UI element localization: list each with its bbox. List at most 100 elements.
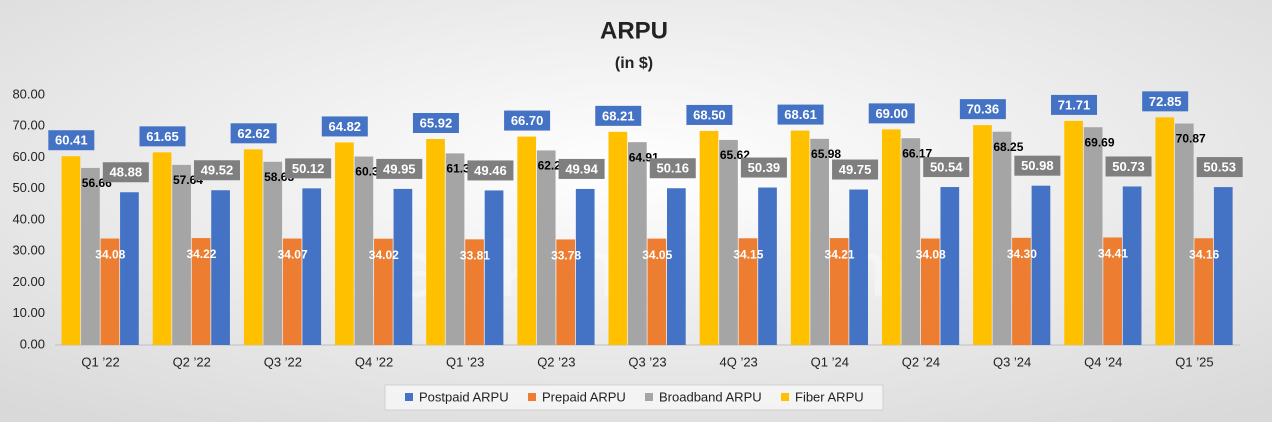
data-label: 70.36 bbox=[967, 102, 1000, 117]
data-label: 34.15 bbox=[733, 247, 763, 261]
data-label: 34.02 bbox=[369, 248, 399, 262]
y-tick-label: 40.00 bbox=[12, 211, 45, 226]
bar bbox=[849, 189, 869, 345]
legend-label: Prepaid ARPU bbox=[542, 389, 626, 404]
data-label-box bbox=[740, 157, 787, 178]
bar bbox=[354, 156, 374, 345]
data-label-box bbox=[868, 103, 915, 124]
data-label: 50.39 bbox=[748, 160, 781, 175]
data-label-box bbox=[412, 113, 459, 133]
y-tick-label: 10.00 bbox=[12, 305, 45, 320]
bar bbox=[628, 142, 647, 345]
data-label: 65.92 bbox=[420, 115, 453, 130]
legend-label: Fiber ARPU bbox=[795, 389, 864, 404]
data-label: 49.46 bbox=[474, 163, 507, 178]
x-tick-label: Q4 ’22 bbox=[355, 354, 393, 369]
y-tick-label: 60.00 bbox=[12, 149, 45, 164]
bar bbox=[829, 238, 849, 345]
x-tick-label: Q1 ’22 bbox=[81, 354, 119, 369]
bar bbox=[1083, 127, 1103, 345]
bar bbox=[172, 164, 191, 345]
data-label: 68.21 bbox=[602, 108, 635, 123]
data-label: 34.08 bbox=[916, 248, 946, 262]
data-label: 69.69 bbox=[1085, 135, 1115, 149]
legend-swatch bbox=[405, 393, 413, 401]
x-tick-label: Q2 ’23 bbox=[537, 354, 575, 369]
data-label: 34.21 bbox=[825, 247, 855, 261]
bar bbox=[973, 125, 992, 345]
data-label: 61.65 bbox=[146, 129, 179, 144]
bar bbox=[263, 161, 283, 345]
data-label: 49.95 bbox=[383, 161, 416, 176]
data-label: 34.22 bbox=[186, 247, 216, 261]
bar bbox=[243, 149, 263, 345]
data-label: 62.62 bbox=[237, 126, 270, 141]
data-label: 50.16 bbox=[656, 161, 689, 176]
x-tick-label: Q1 ’24 bbox=[811, 354, 849, 369]
bar bbox=[667, 188, 686, 345]
x-tick-label: Q1 ’25 bbox=[1175, 354, 1213, 369]
data-label: 33.81 bbox=[460, 249, 490, 263]
data-label-box bbox=[1051, 94, 1098, 115]
data-label: 71.71 bbox=[1058, 97, 1091, 112]
bar bbox=[901, 138, 921, 345]
data-label-box bbox=[321, 116, 368, 137]
chart-title: ARPU bbox=[600, 17, 668, 44]
bar bbox=[282, 238, 302, 345]
bar bbox=[699, 130, 719, 345]
y-tick-label: 50.00 bbox=[12, 180, 45, 195]
data-label-box bbox=[139, 126, 186, 147]
x-tick-label: Q4 ’24 bbox=[1084, 354, 1122, 369]
data-label: 50.12 bbox=[292, 161, 325, 176]
data-label-box bbox=[923, 157, 970, 178]
bar bbox=[445, 153, 465, 345]
data-label: 34.07 bbox=[278, 248, 308, 262]
data-label: 50.53 bbox=[1203, 160, 1236, 175]
data-label: 49.94 bbox=[565, 161, 598, 176]
y-tick-label: 30.00 bbox=[12, 243, 45, 258]
bar bbox=[790, 130, 810, 345]
chart-subtitle: (in $) bbox=[615, 55, 653, 72]
data-label: 50.54 bbox=[930, 160, 963, 175]
x-tick-label: Q1 ’23 bbox=[446, 354, 484, 369]
data-label: 33.78 bbox=[551, 249, 581, 263]
bar bbox=[152, 152, 172, 345]
bar bbox=[61, 156, 81, 345]
bar bbox=[1213, 187, 1233, 345]
legend-label: Broadband ARPU bbox=[659, 389, 762, 404]
data-label-box bbox=[504, 110, 551, 131]
y-tick-label: 0.00 bbox=[20, 336, 45, 351]
legend-label: Postpaid ARPU bbox=[419, 389, 509, 404]
legend-swatch bbox=[781, 393, 789, 401]
y-tick-label: 70.00 bbox=[12, 118, 45, 133]
data-label: 49.75 bbox=[839, 162, 872, 177]
data-label-box bbox=[102, 162, 149, 183]
bar bbox=[393, 188, 413, 345]
data-label-box bbox=[193, 160, 240, 181]
data-label-box bbox=[777, 104, 824, 125]
x-tick-label: Q2 ’22 bbox=[173, 354, 211, 369]
data-label-box bbox=[467, 160, 514, 181]
data-label-box bbox=[230, 123, 277, 144]
data-label-box bbox=[1142, 91, 1189, 112]
data-label: 68.61 bbox=[784, 107, 817, 122]
bar bbox=[1012, 237, 1031, 345]
bar bbox=[191, 238, 211, 345]
bar bbox=[608, 131, 628, 345]
bar bbox=[556, 239, 576, 345]
data-label: 34.41 bbox=[1098, 247, 1128, 261]
bar bbox=[1103, 237, 1122, 345]
bar bbox=[738, 238, 758, 345]
x-tick-label: Q3 ’22 bbox=[264, 354, 302, 369]
bar bbox=[1031, 185, 1051, 345]
data-label: 68.50 bbox=[693, 107, 726, 122]
data-label: 34.08 bbox=[95, 248, 125, 262]
bar bbox=[100, 238, 120, 345]
bar bbox=[992, 131, 1012, 345]
data-label: 34.16 bbox=[1189, 247, 1219, 261]
data-label-box bbox=[558, 158, 605, 179]
data-label: 64.82 bbox=[329, 119, 362, 134]
data-label-box bbox=[832, 159, 879, 180]
bar bbox=[647, 238, 667, 345]
data-label-box bbox=[48, 130, 95, 151]
